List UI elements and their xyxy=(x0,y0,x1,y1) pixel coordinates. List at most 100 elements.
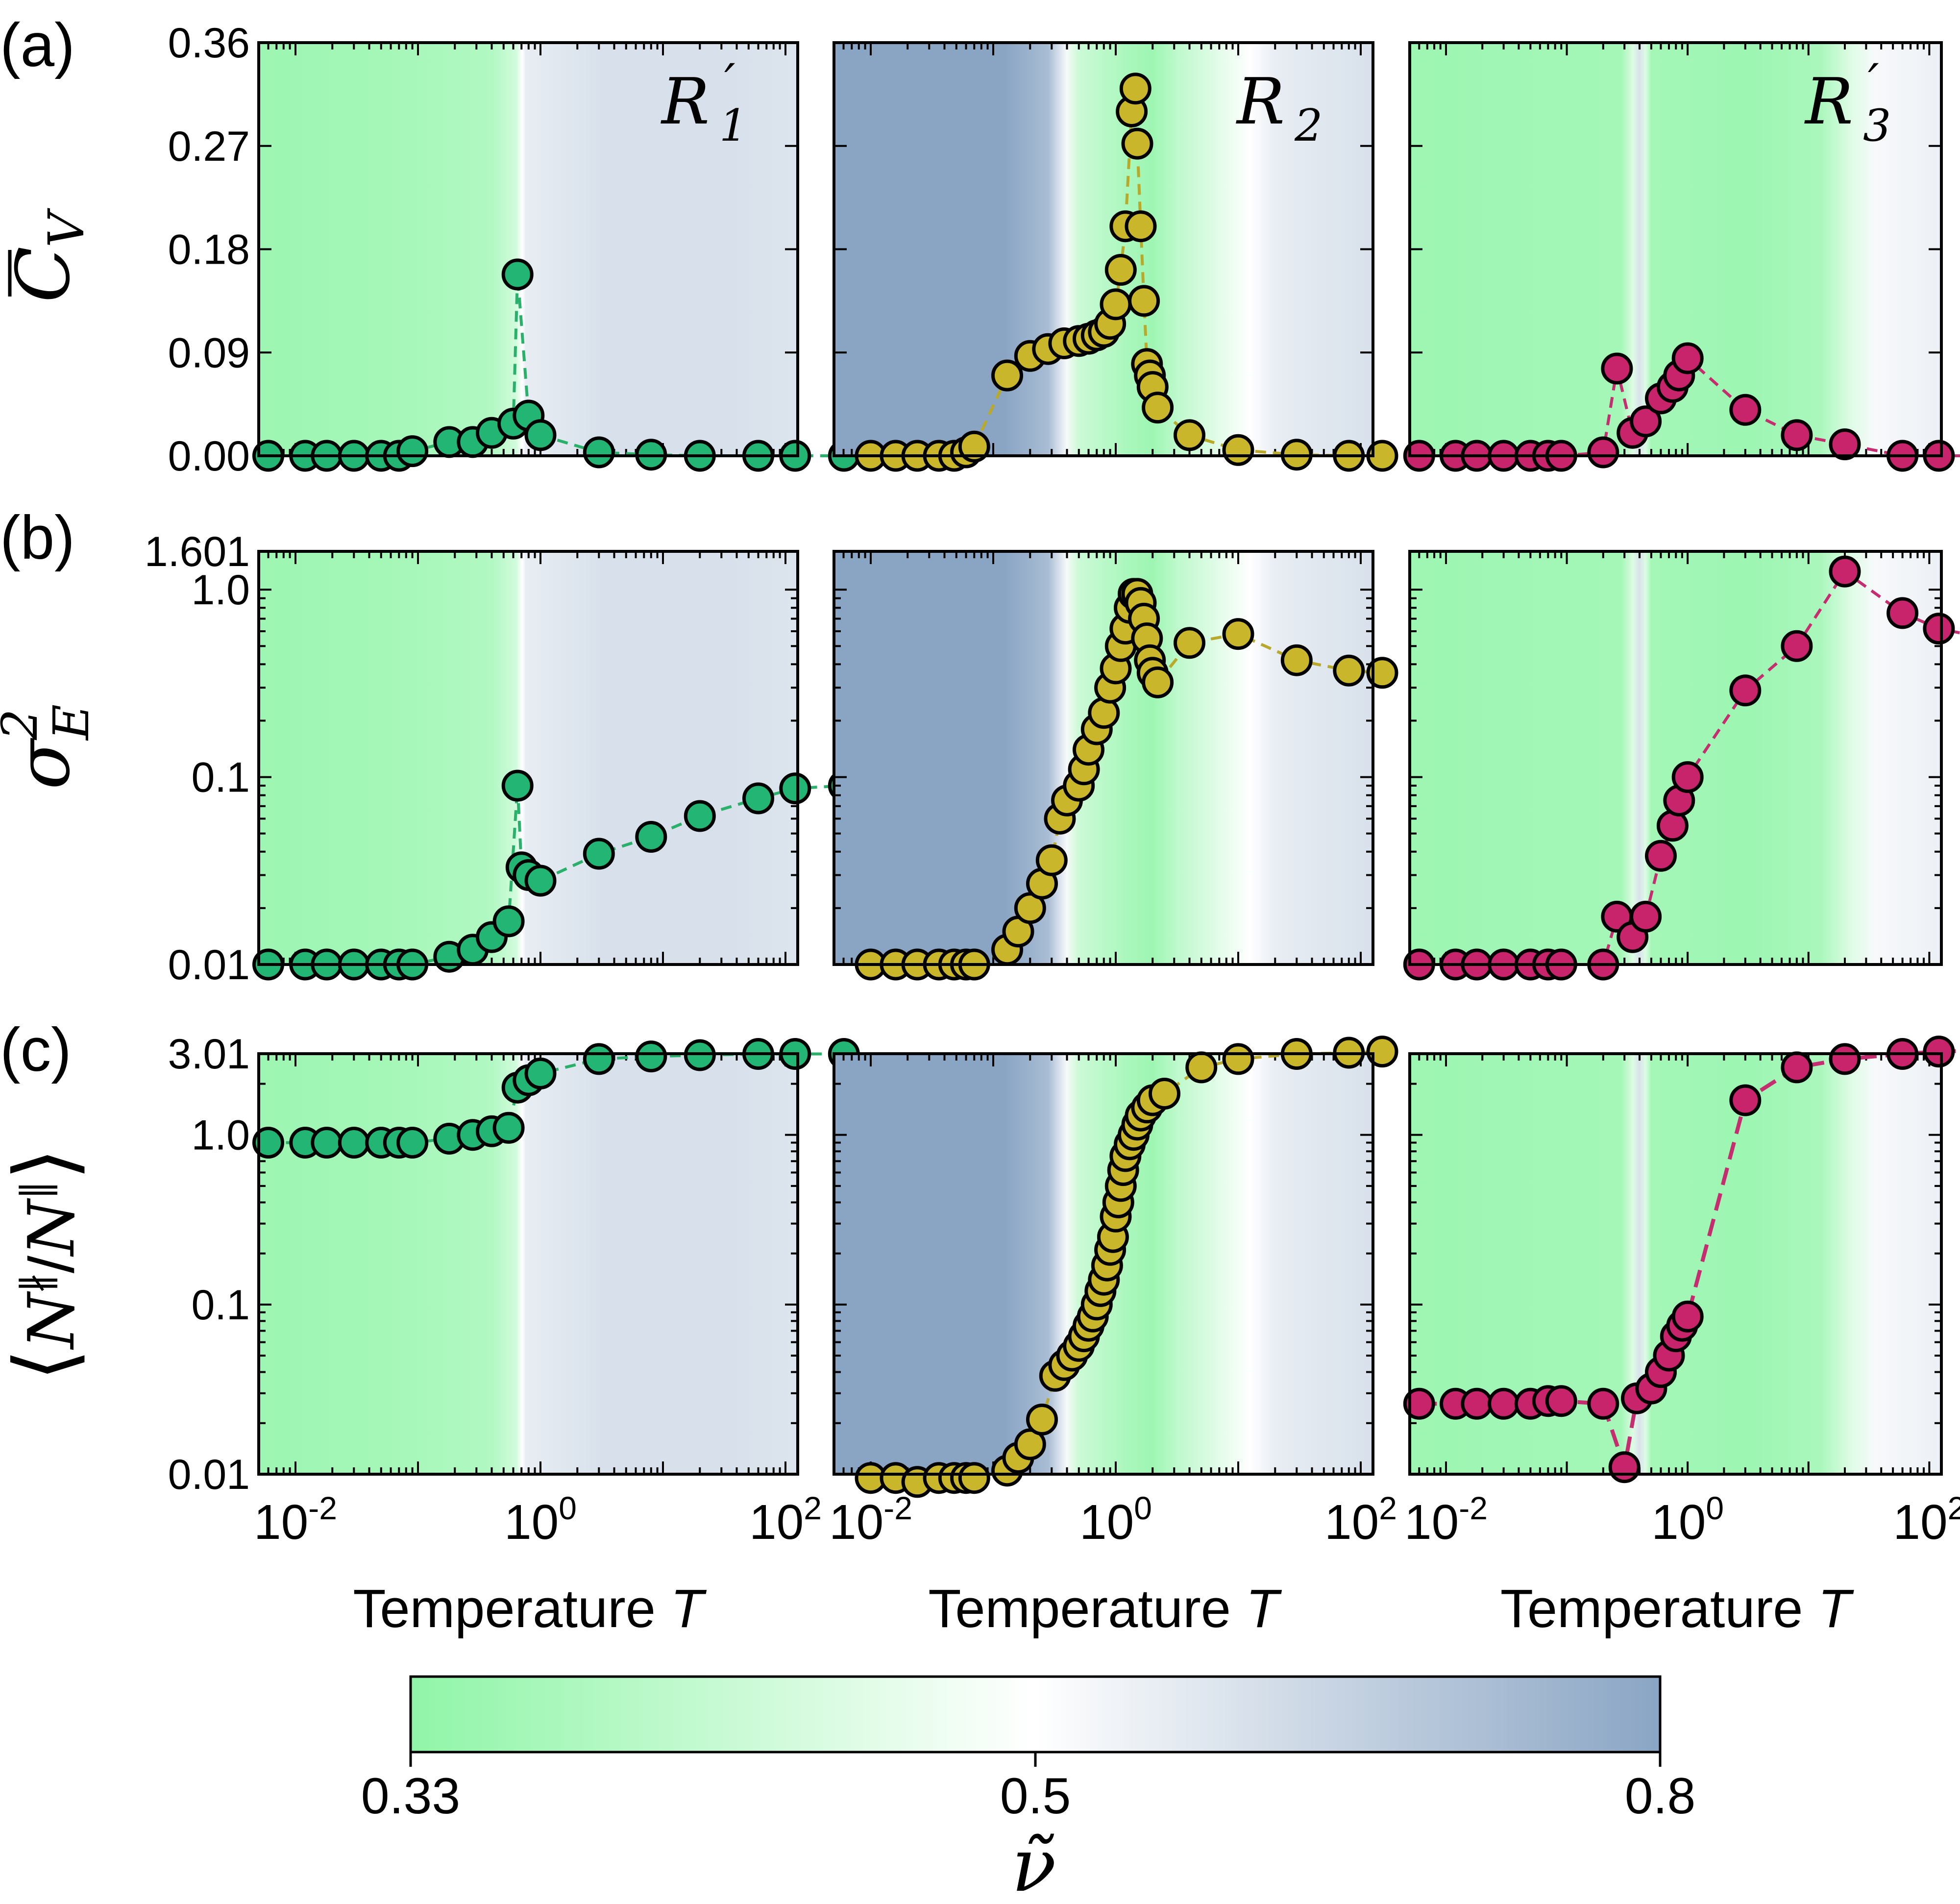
data-point xyxy=(1174,419,1205,451)
panel-grid: 0.000.090.180.270.36R ′10.010.11.01.6010.… xyxy=(145,20,1960,1498)
data-point xyxy=(583,436,615,469)
data-point xyxy=(1781,630,1813,662)
x-tick-label: 10-2 xyxy=(829,1490,912,1550)
panel-frame xyxy=(833,550,1374,966)
region-prime: ′ xyxy=(724,53,735,111)
data-point xyxy=(1149,1078,1180,1110)
colorbar-ticks: 0.33 0.5 0.8 xyxy=(361,1752,1696,1825)
data-point xyxy=(501,258,534,291)
data-point xyxy=(1142,666,1174,698)
data-point xyxy=(1035,844,1068,876)
region-label: R ′1 xyxy=(661,53,747,151)
x-tick-label: 10-2 xyxy=(1404,1490,1488,1550)
data-point xyxy=(1488,1387,1520,1420)
colorbar-tick-label: 0.5 xyxy=(1000,1768,1071,1825)
x-axis-col-2: 10-2 100 102 Temperature T xyxy=(1404,1490,1960,1639)
data-point xyxy=(635,1040,667,1073)
y-tick-label: 1.601 xyxy=(145,528,250,575)
data-point xyxy=(635,821,667,853)
data-point xyxy=(991,359,1023,392)
data-point xyxy=(1121,127,1153,160)
y-axis-label-a: CV xyxy=(1,208,95,302)
y-tick-label: 0.27 xyxy=(168,123,250,170)
data-point xyxy=(1222,1043,1254,1075)
data-point xyxy=(958,1462,990,1494)
y-tick-label: 0.01 xyxy=(168,941,250,989)
data-point xyxy=(1366,657,1398,689)
data-point xyxy=(1026,1404,1058,1435)
data-point xyxy=(1923,613,1955,645)
panel-frame xyxy=(1408,41,1943,457)
y-axis-label-c: ⟨N∦/N∥⟩ xyxy=(0,1148,92,1381)
data-point xyxy=(1100,288,1132,321)
data-point xyxy=(1729,674,1762,707)
colorbar-label: ν̃ xyxy=(1011,1823,1056,1904)
region-letter: R xyxy=(661,64,710,139)
data-point xyxy=(524,419,557,451)
data-point xyxy=(1403,1387,1435,1420)
x-tick-label: 102 xyxy=(749,1490,822,1550)
y-tick-label: 0.09 xyxy=(168,329,250,376)
colorbar-tick-label: 0.8 xyxy=(1625,1768,1696,1825)
data-point xyxy=(1630,900,1662,933)
region-subscript: 3 xyxy=(1863,100,1891,151)
data-point xyxy=(1142,392,1174,424)
panel-background xyxy=(834,43,1373,456)
colorbar-tick-label: 0.33 xyxy=(361,1768,460,1825)
data-point xyxy=(1671,761,1704,793)
data-point xyxy=(1608,1451,1641,1484)
y-tick-label: 1.0 xyxy=(191,1112,250,1159)
data-point xyxy=(1366,1036,1398,1068)
data-point xyxy=(1461,1387,1493,1420)
data-point xyxy=(583,838,615,870)
panel-frame xyxy=(1408,550,1943,966)
panel-r2-c2 xyxy=(1403,1036,1960,1484)
data-point xyxy=(1671,1300,1704,1333)
ylabel-sub: E xyxy=(43,704,100,741)
panel-frame xyxy=(833,1052,1374,1476)
region-label: R ′3 xyxy=(1804,53,1891,151)
data-point xyxy=(1923,1036,1955,1068)
data-point xyxy=(396,1127,429,1159)
data-point xyxy=(524,1057,557,1089)
ylabel-sup: 2 xyxy=(0,709,49,741)
x-tick-label: 10-2 xyxy=(254,1490,337,1550)
y-tick-label: 0.01 xyxy=(168,1451,250,1498)
data-point xyxy=(1829,428,1861,461)
panel-letter: (b) xyxy=(0,504,75,572)
data-point xyxy=(524,865,557,897)
x-tick-label: 100 xyxy=(1079,1490,1152,1550)
data-point xyxy=(492,905,525,938)
panel-frame xyxy=(257,41,799,457)
y-tick-label: 0.36 xyxy=(168,20,250,67)
data-point xyxy=(742,782,774,815)
data-point xyxy=(396,435,429,468)
data-point xyxy=(1729,1084,1762,1116)
panel-r0-c2: R ′3 xyxy=(1403,41,1960,472)
ylabel-main: C xyxy=(1,247,86,303)
panel-frame xyxy=(257,550,799,966)
panel-r1-c0: 0.01 0.1 1.01.601 xyxy=(145,528,860,989)
panel-r1-c1 xyxy=(833,550,1398,981)
data-point xyxy=(1729,394,1762,426)
data-point xyxy=(1185,1051,1218,1084)
data-point xyxy=(338,1127,370,1159)
data-point xyxy=(1104,254,1137,286)
panel-r1-c2 xyxy=(1403,550,1960,981)
panel-frame xyxy=(1408,1052,1943,1476)
y-tick-label: 0.00 xyxy=(168,433,250,480)
panel-background xyxy=(259,1054,798,1474)
y-tick-label: 1.0 xyxy=(191,567,250,614)
panel-frame xyxy=(257,1052,799,1476)
y-axis-label-b: σ2E xyxy=(0,704,100,790)
x-axis-col-0: 10-2 100 102 Temperature T xyxy=(254,1490,822,1639)
y-tick-label: 0.1 xyxy=(191,754,250,801)
ylabel-main: σ xyxy=(1,738,86,790)
x-tick-label: 102 xyxy=(1893,1490,1960,1550)
data-point xyxy=(1119,73,1152,105)
region-letter: R xyxy=(1236,64,1285,139)
